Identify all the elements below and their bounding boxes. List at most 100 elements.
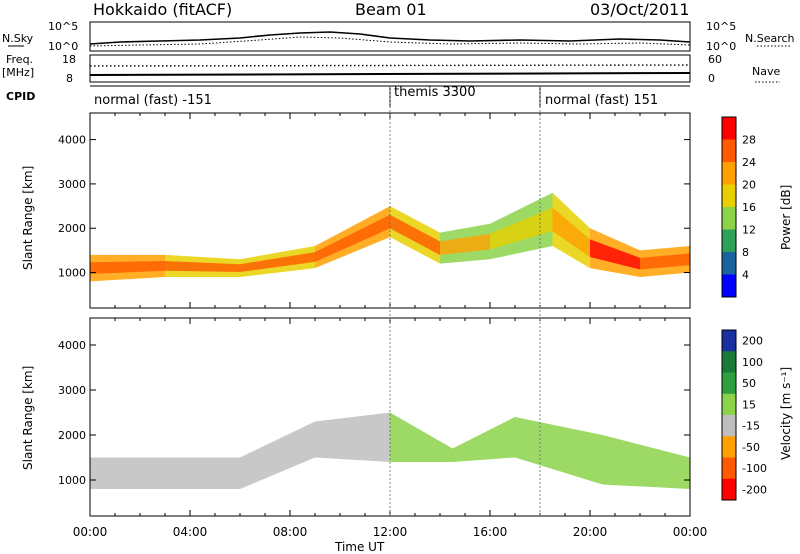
velocity-echo-segment <box>390 412 453 462</box>
freq-trace <box>89 72 691 76</box>
power-panel: 1000 2000 3000 4000 Slant Range [km] 28 24 20… <box>21 112 793 309</box>
nsky-tick-top: 10^5 <box>48 20 78 33</box>
freq-unit: [MHz] <box>2 66 34 79</box>
power-echo-core <box>240 252 315 273</box>
power-colorbar-bin <box>722 162 736 185</box>
velocity-colorbar-bin <box>722 436 736 458</box>
power-echo-bands <box>90 192 690 282</box>
date-title: 03/Oct/2011 <box>590 0 690 19</box>
nsearch-tick-bottom: 10^0 <box>706 40 736 53</box>
time-tick-label: 20:00 <box>573 525 608 539</box>
velocity-echo-segment <box>315 412 390 462</box>
freq-tick-top: 18 <box>62 53 76 66</box>
velocity-echo-segment <box>515 417 603 485</box>
nave-trace <box>89 64 691 67</box>
velocity-colorbar: 200 100 50 15 -15 -50 -100 -200 <box>721 329 767 501</box>
power-colorbar-bin <box>722 184 736 208</box>
power-colorbar-tick: 24 <box>742 156 756 169</box>
nsky-label: N.Sky <box>2 32 34 45</box>
velocity-colorbar-bin <box>722 478 736 501</box>
power-colorbar-label: Power [dB] <box>779 185 793 250</box>
velocity-echo-bands <box>90 412 690 489</box>
time-tick-label: 00:00 <box>673 525 708 539</box>
power-echo-core <box>590 239 640 270</box>
power-ylabel: Slant Range [km] <box>21 166 35 270</box>
freq-panel: Freq. [MHz] 18 8 60 0 Nave <box>2 53 780 85</box>
time-axis: 00:00 04:00 08:00 12:00 16:00 20:00 00:00 <box>73 525 708 539</box>
velocity-panel: 1000 2000 3000 4000 Slant Range [km] 200 100… <box>21 317 793 517</box>
velocity-colorbar-tick: 100 <box>742 356 763 369</box>
power-echo-core <box>90 261 165 274</box>
power-echo-core <box>440 233 490 255</box>
power-colorbar-bin <box>722 207 736 230</box>
time-tick-label: 16:00 <box>473 525 508 539</box>
velocity-colorbar-bin <box>722 415 736 437</box>
power-colorbar-tick: 28 <box>742 134 756 147</box>
power-colorbar-bin <box>722 274 736 298</box>
velocity-colorbar-bin <box>722 457 736 480</box>
nave-tick-bottom: 0 <box>708 72 715 85</box>
power-ytick-label: 4000 <box>58 134 86 147</box>
velocity-colorbar-bin <box>722 393 736 416</box>
velocity-colorbar-tick: -15 <box>742 420 760 433</box>
power-colorbar-bin <box>722 139 736 163</box>
velocity-colorbar-tick: -100 <box>742 462 767 475</box>
time-axis-label: Time UT <box>334 540 385 554</box>
power-ytick-label: 1000 <box>58 267 86 280</box>
velocity-colorbar-tick: 50 <box>742 377 756 390</box>
power-ytick-label: 3000 <box>58 178 86 191</box>
power-colorbar-bin <box>722 229 736 253</box>
power-colorbar-tick: 16 <box>742 201 756 214</box>
freq-tick-bottom: 8 <box>66 72 73 85</box>
power-echo-core <box>390 214 440 255</box>
cpid-segment-3: normal (fast) 151 <box>545 93 658 108</box>
velocity-echo-segment <box>240 421 315 489</box>
velocity-echo-segment <box>602 435 690 489</box>
power-ytick-label: 2000 <box>58 222 86 235</box>
time-tick-label: 00:00 <box>73 525 108 539</box>
velocity-colorbar-bin <box>722 330 736 352</box>
velocity-colorbar-tick: -50 <box>742 441 760 454</box>
power-colorbar-tick: 12 <box>742 224 756 237</box>
velocity-ytick-label: 2000 <box>58 429 86 442</box>
power-echo-core <box>552 207 590 257</box>
time-tick-label: 08:00 <box>273 525 308 539</box>
velocity-colorbar-label: Velocity [m s⁻¹] <box>779 367 793 460</box>
nave-tick-top: 60 <box>708 53 722 66</box>
velocity-echo-segment <box>452 417 515 462</box>
cpid-row: CPID normal (fast) -151 themis 3300 norm… <box>6 85 690 108</box>
time-tick-label: 12:00 <box>373 525 408 539</box>
velocity-ytick-label: 4000 <box>58 339 86 352</box>
velocity-colorbar-bin <box>722 351 736 373</box>
power-colorbar-tick: 8 <box>742 246 749 259</box>
velocity-colorbar-frame <box>721 329 737 501</box>
velocity-colorbar-tick: -200 <box>742 483 767 496</box>
power-colorbar-tick: 20 <box>742 179 756 192</box>
nsearch-label: N.Search <box>745 32 795 45</box>
power-colorbar: 28 24 20 16 12 8 4 <box>721 116 756 298</box>
velocity-ylabel: Slant Range [km] <box>21 366 35 470</box>
velocity-ytick-label: 3000 <box>58 384 86 397</box>
power-echo-core <box>640 253 690 270</box>
velocity-echo-segment <box>90 457 240 489</box>
beam-title: Beam 01 <box>355 0 427 19</box>
cpid-label: CPID <box>6 90 35 103</box>
freq-label: Freq. <box>6 53 33 66</box>
nsky-panel: N.Sky 10^5 10^0 10^5 10^0 N.Search <box>2 20 795 53</box>
nsky-tick-bottom: 10^0 <box>48 40 78 53</box>
power-colorbar-bin <box>722 252 736 275</box>
velocity-ytick-label: 1000 <box>58 474 86 487</box>
velocity-colorbar-tick: 200 <box>742 335 763 348</box>
time-tick-label: 04:00 <box>173 525 208 539</box>
station-title: Hokkaido (fitACF) <box>93 0 233 19</box>
power-echo-core <box>490 207 553 250</box>
cpid-segment-2: themis 3300 <box>394 85 476 100</box>
cpid-segment-1: normal (fast) -151 <box>94 93 212 108</box>
power-echo-core <box>315 214 390 262</box>
velocity-colorbar-tick: 15 <box>742 398 756 411</box>
power-colorbar-frame <box>721 116 737 298</box>
nsearch-tick-top: 10^5 <box>706 20 736 33</box>
power-colorbar-tick: 4 <box>742 269 749 282</box>
nave-label: Nave <box>752 65 780 78</box>
